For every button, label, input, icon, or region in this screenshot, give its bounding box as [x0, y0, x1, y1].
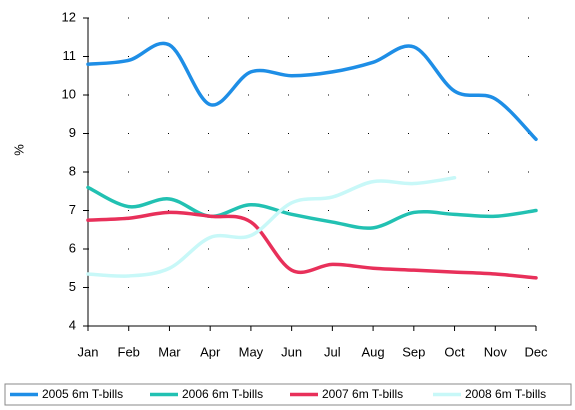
x-tick-label: Apr	[200, 344, 221, 359]
y-tick-label: 9	[69, 125, 76, 140]
legend-label: 2006 6m T-bills	[182, 387, 263, 401]
x-tick-label: Oct	[444, 344, 465, 359]
y-axis-label: %	[11, 144, 26, 156]
x-tick-label: Dec	[524, 344, 548, 359]
x-tick-label: Sep	[402, 344, 425, 359]
series-line	[86, 210, 538, 280]
legend-label: 2007 6m T-bills	[322, 387, 403, 401]
y-tick-label: 12	[62, 9, 76, 24]
y-tick-label: 8	[69, 163, 76, 178]
y-tick-label: 7	[69, 202, 76, 217]
x-tick-label: Nov	[484, 344, 508, 359]
x-tick-label: Feb	[118, 344, 140, 359]
y-tick-label: 10	[62, 86, 76, 101]
y-tick-label: 4	[69, 317, 76, 332]
x-tick-label: Mar	[158, 344, 181, 359]
y-tick-label: 6	[69, 240, 76, 255]
y-tick-label: 11	[63, 48, 77, 63]
series-line	[86, 185, 538, 230]
y-tick-label: 5	[69, 279, 76, 294]
legend-label: 2008 6m T-bills	[465, 387, 546, 401]
x-tick-label: Jan	[78, 344, 99, 359]
legend-box	[4, 383, 572, 406]
x-tick-label: Jun	[281, 344, 302, 359]
x-tick-label: May	[239, 344, 264, 359]
x-tick-label: Jul	[324, 344, 341, 359]
series-line	[86, 41, 538, 142]
series-line	[86, 176, 457, 278]
legend-label: 2005 6m T-bills	[42, 387, 123, 401]
x-tick-label: Aug	[362, 344, 385, 359]
